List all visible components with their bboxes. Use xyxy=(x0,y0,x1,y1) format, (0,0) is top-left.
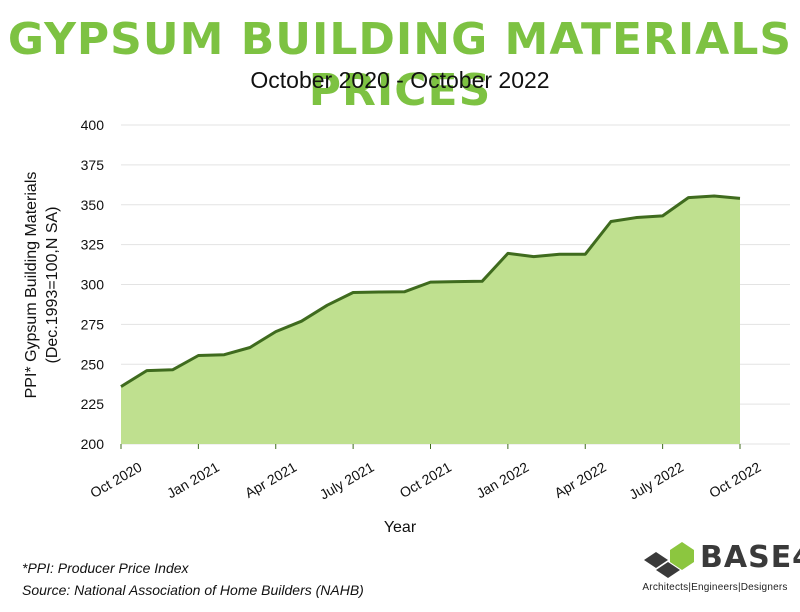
logo-name: BASE4 xyxy=(700,540,800,575)
base4-logo: BASE4 Architects|Engineers|Designers xyxy=(640,540,800,600)
y-tick-label: 275 xyxy=(81,316,105,332)
x-tick-label: Apr 2022 xyxy=(552,459,609,501)
y-axis-label-line1: PPI* Gypsum Building Materials xyxy=(23,172,40,399)
y-tick-label: 250 xyxy=(81,356,105,372)
logo-cubes-icon xyxy=(644,542,694,578)
x-tick-label: Oct 2020 xyxy=(87,459,144,501)
area-fill xyxy=(121,196,740,444)
x-tick-label: Jan 2022 xyxy=(473,459,531,502)
y-tick-label: 350 xyxy=(81,197,105,213)
y-tick-label: 400 xyxy=(81,117,105,133)
x-tick-label: Oct 2022 xyxy=(706,459,763,501)
x-tick-label: Oct 2021 xyxy=(397,459,454,501)
x-tick-label: July 2021 xyxy=(317,459,377,503)
x-axis-label: Year xyxy=(384,519,417,536)
logo-tagline: Architects|Engineers|Designers xyxy=(642,582,788,593)
y-axis-ticks: 200 225 250 275 300 325 350 375 400 xyxy=(81,117,105,452)
x-axis-ticks: Oct 2020 Jan 2021 Apr 2021 July 2021 Oct 202… xyxy=(87,444,764,503)
chart-title: GYPSUM BUILDING MATERIALS PRICES xyxy=(7,14,793,116)
series-line xyxy=(120,194,741,388)
footnote-ppi: *PPI: Producer Price Index xyxy=(22,560,189,576)
footnote-source: Source: National Association of Home Bui… xyxy=(22,582,364,598)
x-tick-label: Jan 2021 xyxy=(164,459,222,502)
y-tick-label: 325 xyxy=(81,237,105,253)
chart-subtitle: October 2020 - October 2022 xyxy=(250,67,550,93)
y-tick-label: 375 xyxy=(81,157,105,173)
y-tick-label: 300 xyxy=(81,277,105,293)
x-tick-label: July 2022 xyxy=(626,459,686,503)
y-axis-label-line2: (Dec.1993=100,N SA) xyxy=(44,207,61,364)
x-tick-label: Apr 2021 xyxy=(242,459,299,501)
y-tick-label: 225 xyxy=(81,396,105,412)
y-tick-label: 200 xyxy=(81,436,105,452)
